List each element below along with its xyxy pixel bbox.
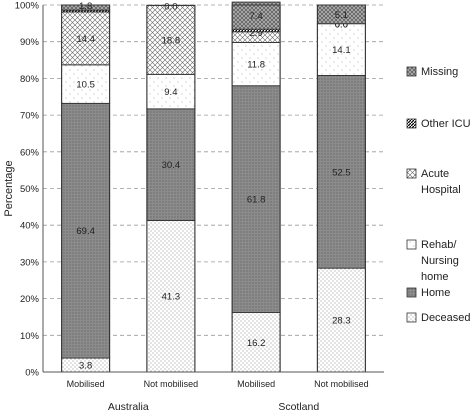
data-label: 14.4 <box>76 34 95 45</box>
y-axis-title: Percentage <box>3 160 15 216</box>
x-tick-label: Not mobilised <box>144 379 199 389</box>
y-tick-label: 100% <box>15 1 40 12</box>
legend-label: Acute <box>421 168 449 180</box>
y-tick-label: 0% <box>25 368 39 379</box>
data-label: 69.4 <box>76 226 95 237</box>
y-tick-label: 20% <box>20 294 40 305</box>
axes: 0% 10% 20% 30% 40% 50% 60% 70% 80% 90% 100% Percent… <box>3 1 384 413</box>
x-tick-label: Mobilised <box>67 379 105 389</box>
data-label: 7.4 <box>250 11 263 22</box>
legend-label: Home <box>421 287 450 299</box>
y-tick-label: 10% <box>20 331 40 342</box>
bar-home <box>146 108 196 221</box>
data-label: 2.9 <box>250 28 263 39</box>
legend: Missing Other ICU Acute Hospital Rehab/Nursi… <box>406 66 471 324</box>
data-label: 9.4 <box>164 87 177 98</box>
bar-rehab-nursing-home <box>316 23 366 76</box>
bar-rehab-nursing-home <box>146 73 196 110</box>
data-label: 61.8 <box>247 195 266 206</box>
data-label: 0.0 <box>164 1 177 12</box>
y-tick-label: 40% <box>20 221 40 232</box>
bar-missing <box>231 1 281 30</box>
y-tick-label: 60% <box>20 147 40 158</box>
data-label: 3.8 <box>79 361 92 372</box>
legend-swatch <box>406 66 417 77</box>
y-tick-label: 80% <box>20 74 40 85</box>
y-tick-label: 30% <box>20 257 40 268</box>
data-label: 11.8 <box>247 60 265 71</box>
legend-label: Missing <box>421 66 458 78</box>
legend-swatch <box>406 118 417 129</box>
y-tick-label: 50% <box>20 184 40 195</box>
group-label: Australia <box>108 401 149 413</box>
group-label: Scotland <box>278 401 319 413</box>
data-label: 52.5 <box>332 167 351 178</box>
data-label: 28.3 <box>332 316 351 327</box>
data-label: 0.0 <box>335 20 348 31</box>
data-label: 10.5 <box>76 80 95 91</box>
data-label: 18.8 <box>162 35 181 46</box>
data-label: 14.1 <box>332 45 351 56</box>
x-tick-label: Mobilised <box>237 379 275 389</box>
bars: 3.8 69.4 10.5 14.4 1.8 41.3 30.4 9.4 18.8 0.0 16.2… <box>61 1 366 373</box>
data-label: 30.4 <box>162 160 181 171</box>
legend-label: home <box>421 271 449 283</box>
legend-swatch <box>406 168 417 179</box>
bar-acute-hospital <box>146 4 196 75</box>
data-label: 1.8 <box>79 1 92 12</box>
legend-swatch <box>406 239 417 250</box>
bar-home <box>231 85 281 313</box>
legend-swatch <box>406 287 417 298</box>
legend-label: Other ICU <box>421 118 471 130</box>
y-tick-label: 90% <box>20 37 40 48</box>
legend-swatch <box>406 312 417 323</box>
x-tick-label: Not mobilised <box>314 379 369 389</box>
legend-label: Nursing <box>421 255 459 267</box>
bar-home <box>316 75 366 269</box>
y-tick-label: 70% <box>20 111 40 122</box>
legend-label: Deceased <box>421 312 471 324</box>
data-label: 0.0 <box>335 20 348 31</box>
data-label: 16.2 <box>247 338 266 349</box>
legend-label: Rehab/ <box>421 239 457 251</box>
data-label: 5.1 <box>335 10 348 21</box>
legend-label: Hospital <box>421 184 461 196</box>
data-label: 41.3 <box>162 292 181 303</box>
